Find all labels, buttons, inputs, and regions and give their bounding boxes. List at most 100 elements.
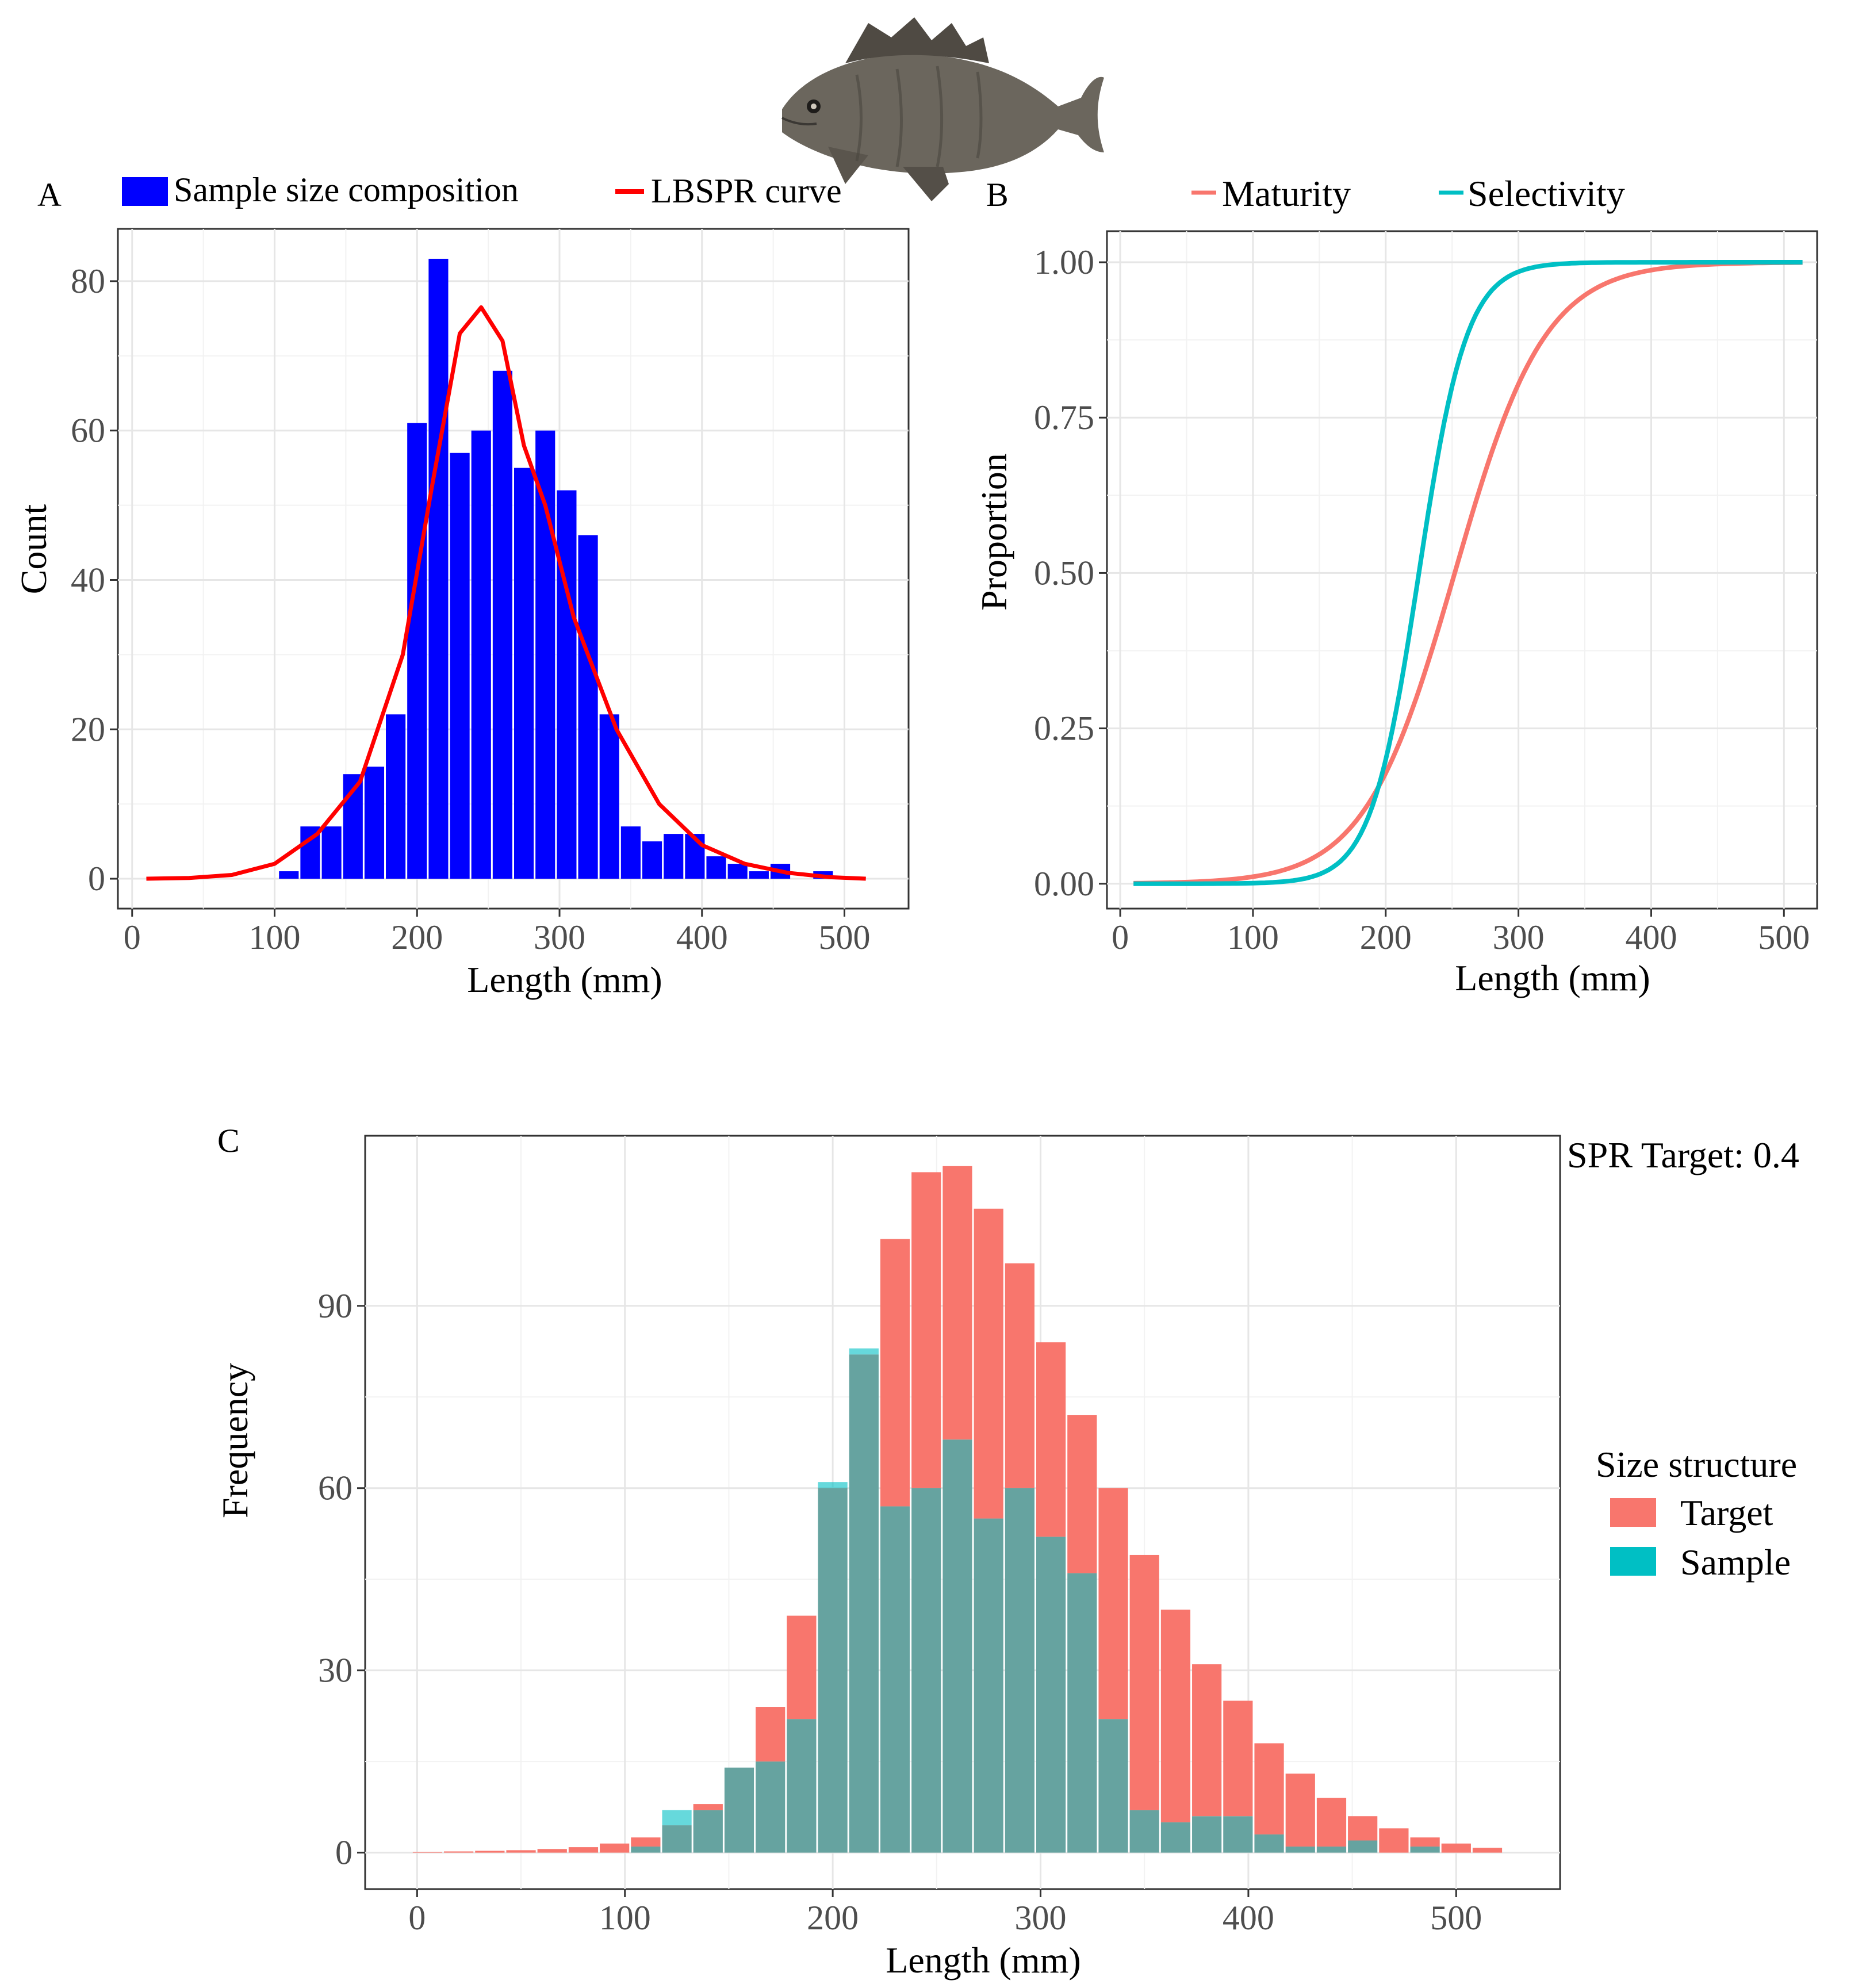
panel-c-x-tick-label: 400 bbox=[1223, 1899, 1274, 1937]
sample-size-bar bbox=[578, 535, 598, 879]
target-bar bbox=[1129, 1554, 1159, 1810]
fish-illustration bbox=[781, 17, 1104, 201]
overlap-bar bbox=[942, 1439, 972, 1853]
sample-bar bbox=[849, 1348, 879, 1355]
overlap-bar bbox=[849, 1354, 879, 1853]
panel-a-x-tick-label: 400 bbox=[676, 918, 728, 956]
panel-b-x-tick-label: 500 bbox=[1758, 918, 1810, 956]
sample-size-bar bbox=[535, 430, 555, 879]
overlap-bar bbox=[1067, 1573, 1097, 1853]
legend-label-sample-size: Sample size composition bbox=[174, 171, 519, 209]
panel-a-x-tick-label: 300 bbox=[534, 918, 585, 956]
legend-label-target: Target bbox=[1680, 1492, 1773, 1533]
sample-size-bar bbox=[321, 826, 342, 879]
target-bar bbox=[1285, 1774, 1315, 1847]
legend-label-lbspr: LBSPR curve bbox=[651, 172, 842, 210]
target-bar bbox=[537, 1849, 567, 1853]
panel-a-axes: 0 100 200 300 400 500 0 20 40 60 80 bbox=[71, 262, 871, 956]
target-bar bbox=[1160, 1610, 1191, 1822]
target-bar bbox=[1223, 1700, 1253, 1817]
target-bar bbox=[1098, 1488, 1128, 1719]
spr-target-annotation: SPR Target: 0.4 bbox=[1567, 1135, 1799, 1175]
sample-size-bar bbox=[450, 453, 470, 879]
panel-a-plot-area bbox=[117, 228, 910, 910]
panel-a-x-tick-label: 500 bbox=[819, 918, 871, 956]
panel-b-y-tick-label: 0.50 bbox=[1034, 554, 1094, 592]
target-bar bbox=[1036, 1342, 1066, 1537]
panel-b-ylabel: Proportion bbox=[974, 453, 1014, 611]
sample-size-bar bbox=[599, 714, 619, 879]
sample-size-bar bbox=[685, 834, 705, 879]
overlap-bar bbox=[1192, 1816, 1222, 1853]
overlap-bar bbox=[693, 1810, 723, 1853]
panel-b-y-tick-label: 0.75 bbox=[1034, 399, 1094, 436]
panel-c-y-tick-label: 60 bbox=[318, 1469, 352, 1507]
panel-b-x-tick-label: 0 bbox=[1112, 918, 1129, 956]
overlap-bar bbox=[1129, 1810, 1159, 1853]
sample-size-bar bbox=[727, 864, 748, 879]
overlap-bar bbox=[662, 1825, 692, 1853]
panel-a: A Sample size composition LBSPR curve 0 1… bbox=[13, 171, 910, 1000]
overlap-bar bbox=[1410, 1847, 1440, 1853]
panel-a-label: A bbox=[37, 176, 62, 213]
panel-b-y-tick-label: 0.00 bbox=[1034, 865, 1094, 903]
panel-a-legend: Sample size composition LBSPR curve bbox=[122, 171, 842, 210]
panel-c-y-tick-label: 0 bbox=[335, 1834, 352, 1872]
legend-label-sample: Sample bbox=[1680, 1542, 1791, 1583]
overlap-bar bbox=[1316, 1847, 1347, 1853]
target-bar bbox=[412, 1852, 443, 1853]
panel-a-x-tick-label: 100 bbox=[249, 918, 301, 956]
target-bar bbox=[1441, 1843, 1471, 1853]
overlap-bar bbox=[1005, 1488, 1034, 1853]
target-bar bbox=[568, 1847, 599, 1853]
panel-b-xlabel: Length (mm) bbox=[1455, 957, 1650, 998]
panel-a-y-tick-label: 20 bbox=[71, 710, 105, 748]
panel-c-xlabel: Length (mm) bbox=[886, 1940, 1080, 1981]
overlap-bar bbox=[631, 1847, 661, 1853]
panel-b-axes: 0 100 200 300 400 500 0.00 0.25 0.50 0.75 1.00 bbox=[1034, 243, 1810, 956]
target-bar bbox=[1254, 1743, 1284, 1834]
target-bar bbox=[506, 1850, 536, 1853]
panel-c-legend: Size structure Target Sample bbox=[1596, 1444, 1797, 1583]
target-bar bbox=[942, 1166, 972, 1440]
sample-bar bbox=[662, 1810, 692, 1826]
target-bar bbox=[1316, 1798, 1347, 1847]
target-bar bbox=[756, 1707, 786, 1762]
overlap-bar bbox=[1285, 1847, 1315, 1853]
target-bar bbox=[1348, 1816, 1378, 1841]
target-bar bbox=[1005, 1263, 1034, 1488]
panel-b-label: B bbox=[986, 176, 1009, 213]
sample-size-bar bbox=[279, 871, 299, 879]
panel-b-legend: Maturity Selectivity bbox=[1191, 173, 1625, 214]
panel-c-axes: 0 100 200 300 400 500 0 30 60 90 bbox=[318, 1287, 1482, 1937]
panel-a-xlabel: Length (mm) bbox=[467, 959, 662, 1000]
sample-size-bar bbox=[471, 430, 491, 879]
target-bar bbox=[693, 1804, 723, 1810]
legend-swatch-sample-size bbox=[122, 177, 168, 206]
panel-b-y-tick-label: 0.25 bbox=[1034, 710, 1094, 748]
overlap-bar bbox=[911, 1488, 941, 1853]
target-bar bbox=[1410, 1837, 1440, 1847]
overlap-bar bbox=[880, 1506, 910, 1853]
panel-c-x-tick-label: 300 bbox=[1015, 1899, 1067, 1937]
sample-size-bar bbox=[706, 856, 726, 879]
overlap-bar bbox=[1098, 1719, 1128, 1853]
panel-c-label: C bbox=[217, 1122, 240, 1159]
sample-size-bar bbox=[642, 841, 662, 879]
panel-a-y-tick-label: 80 bbox=[71, 262, 105, 300]
target-bar bbox=[631, 1837, 661, 1847]
overlap-bar bbox=[1036, 1537, 1066, 1853]
sample-size-bar bbox=[386, 714, 406, 879]
target-bar bbox=[1192, 1664, 1222, 1817]
sample-size-bar bbox=[557, 490, 577, 879]
sample-size-bar bbox=[514, 468, 534, 879]
legend-label-maturity: Maturity bbox=[1222, 173, 1351, 214]
panel-c-x-tick-label: 200 bbox=[807, 1899, 859, 1937]
legend-swatch-sample bbox=[1610, 1547, 1656, 1576]
overlap-bar bbox=[818, 1488, 848, 1853]
panel-a-x-tick-label: 200 bbox=[391, 918, 443, 956]
panel-c-bars bbox=[412, 1166, 1503, 1853]
panel-a-bars bbox=[279, 258, 833, 879]
sample-size-bar bbox=[364, 767, 385, 879]
